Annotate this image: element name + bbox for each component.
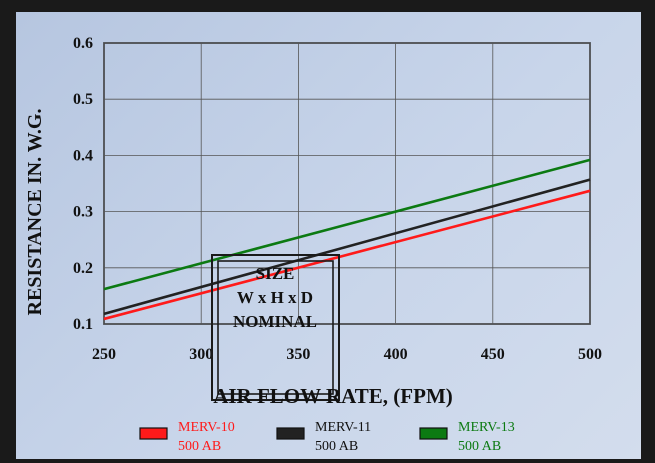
y-tick-label: 0.1 <box>73 316 93 333</box>
legend-sublabel: 500 AB <box>458 439 501 454</box>
legend: MERV-10 500 AB MERV-11 500 AB MERV-13 500 AB <box>139 420 515 454</box>
x-tick-label: 300 <box>189 346 213 363</box>
y-tick-label: 0.4 <box>73 147 93 164</box>
legend-label: MERV-11 <box>315 420 371 435</box>
legend-label: MERV-10 <box>178 420 235 435</box>
x-tick-label: 450 <box>481 346 505 363</box>
grid <box>103 42 591 325</box>
x-axis-label: AIR FLOW RATE, (FPM) <box>213 384 453 408</box>
annotation-line: SIZE <box>256 264 295 283</box>
plot-frame <box>103 42 591 325</box>
x-tick-label: 500 <box>578 346 602 363</box>
y-tick-label: 0.3 <box>73 204 93 221</box>
y-axis-label: RESISTANCE IN. W.G. <box>24 109 46 316</box>
series-line-merv-10 <box>103 189 591 321</box>
legend-label: MERV-13 <box>458 420 515 435</box>
annotation-line: W x H x D <box>237 288 313 307</box>
x-tick-labels: 250 300 350 400 450 500 <box>92 346 602 363</box>
series-line-merv-13 <box>103 158 591 291</box>
x-tick-label: 350 <box>286 346 310 363</box>
y-tick-label: 0.5 <box>73 91 93 108</box>
legend-sublabel: 500 AB <box>178 439 221 454</box>
annotation-box-outer <box>211 254 340 401</box>
legend-sublabel: 500 AB <box>315 439 358 454</box>
annotation-box-inner <box>217 260 334 395</box>
legend-swatch <box>419 427 448 440</box>
annotation-line: NOMINAL <box>233 312 317 331</box>
legend-swatch <box>276 427 305 440</box>
y-tick-label: 0.2 <box>73 260 93 277</box>
series-line-merv-11 <box>103 178 591 316</box>
y-tick-label: 0.6 <box>73 35 93 52</box>
y-tick-labels: 0.1 0.2 0.3 0.4 0.5 0.6 <box>73 35 93 333</box>
size-annotation: SIZE W x H x D NOMINAL <box>211 254 340 401</box>
legend-swatch <box>139 427 168 440</box>
x-tick-label: 250 <box>92 346 116 363</box>
series-lines <box>103 158 591 321</box>
x-tick-label: 400 <box>384 346 408 363</box>
